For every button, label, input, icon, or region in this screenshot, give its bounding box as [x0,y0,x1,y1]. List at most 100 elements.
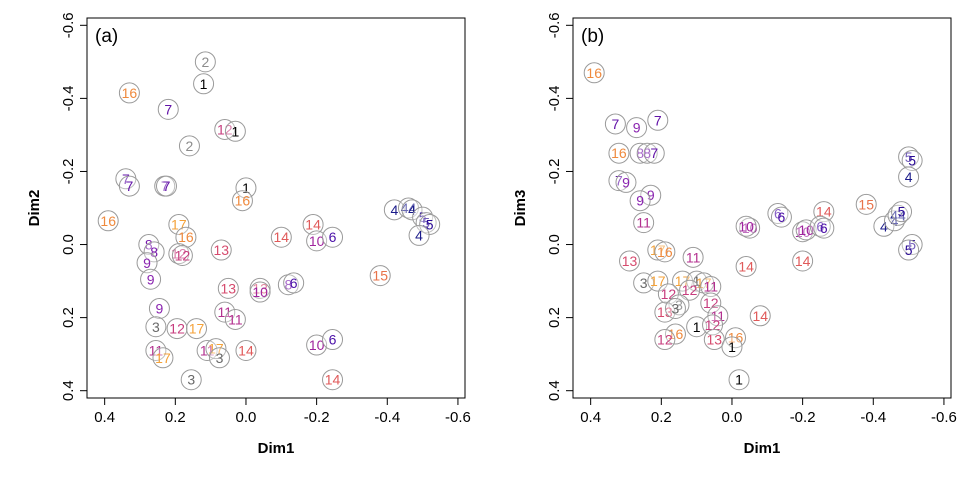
point-label: 9 [156,300,164,316]
point: 11 [682,246,704,268]
point: 12 [166,318,188,340]
point-label: 6 [820,220,828,236]
point: 7 [643,142,665,164]
point-label: 5 [898,204,906,220]
point-circle [415,212,437,234]
point-circle [855,193,877,215]
x-tick-label: -0.2 [304,409,330,426]
point-label: 6 [290,275,298,291]
point-circle [97,210,119,232]
point-circle [721,336,743,358]
point-circle [626,117,648,139]
x-tick-label: 0.2 [165,409,186,426]
point-label: 12 [703,295,719,311]
point-circle [138,234,160,256]
point-circle [608,170,630,192]
point: 16 [231,190,253,212]
point: 6 [770,206,792,228]
point: 14 [749,305,771,327]
point: 12 [654,329,676,351]
point: 14 [270,226,292,248]
point: 13 [210,239,232,261]
point-circle [152,347,174,369]
point-label: 16 [611,145,627,161]
point-label: 14 [325,372,341,388]
point-label: 2 [201,54,209,70]
point-label: 6 [329,229,337,245]
point-circle [891,201,913,223]
point-circle [668,294,690,316]
point-circle [208,347,230,369]
point-circle [608,142,630,164]
point-label: 2 [186,138,194,154]
point-label: 3 [187,372,195,388]
point: 1 [686,270,708,292]
point-circle [633,212,655,234]
point-label: 1 [735,372,743,388]
point-label: 16 [122,85,138,101]
point-label: 14 [274,229,290,245]
point: 16 [654,241,676,263]
y-axis-title: Dim3 [512,190,529,227]
point-label: 5 [905,149,913,165]
point-label: 7 [125,178,133,194]
point-circle [686,316,708,338]
point: 8 [138,234,160,256]
point: 9 [615,171,637,193]
point-label: 16 [235,193,251,209]
point-circle [901,234,923,256]
point: 10 [306,230,328,252]
point-circle [214,301,236,323]
point: 17 [186,318,208,340]
point-label: 14 [738,258,754,274]
point-circle [679,279,701,301]
x-tick-label: -0.4 [374,409,400,426]
point-circle [171,245,193,266]
point-circle [249,281,271,303]
point-circle [270,226,292,248]
point: 3 [668,294,690,316]
point-circle [166,318,188,340]
point: 16 [175,226,197,248]
point: 12 [700,292,722,314]
point-label: 9 [147,271,155,287]
point: 3 [208,347,230,369]
point-label: 8 [150,244,158,260]
point: 10 [735,215,757,237]
point: 1 [686,316,708,338]
point-circle [168,243,190,265]
point-label: 8 [284,277,292,293]
y-tick-label: -0.4 [546,85,563,111]
point-circle [640,184,662,206]
point-circle [770,206,792,228]
point-label: 16 [668,326,684,342]
point-label: 17 [650,273,666,289]
point: 16 [97,210,119,232]
point: 5 [898,239,920,261]
point: 1 [224,120,246,142]
point-label: 44 [890,207,906,223]
y-tick-label: 0.2 [60,307,77,328]
point-circle [654,241,676,263]
point-circle [728,369,750,391]
point: 6 [809,215,831,237]
point-circle [809,215,831,237]
point: 9 [626,117,648,139]
point-label: 1 [200,76,208,92]
point-label: 3 [152,319,160,335]
point-label: 4 [880,218,888,234]
point: 6 [283,272,305,294]
point-label: 6 [778,209,786,225]
point-circle [210,239,232,261]
point-label: 15 [858,196,874,212]
point: 7 [604,113,626,135]
point-label: 4 [408,202,416,218]
point-label: 10 [309,337,325,353]
point-circle [604,113,626,135]
point-circle [887,204,909,226]
point: 5 [419,213,441,235]
point-circle [306,334,328,356]
y-tick-label: -0.2 [60,159,77,185]
point-label: 16 [657,244,673,260]
point-circle [145,316,167,338]
